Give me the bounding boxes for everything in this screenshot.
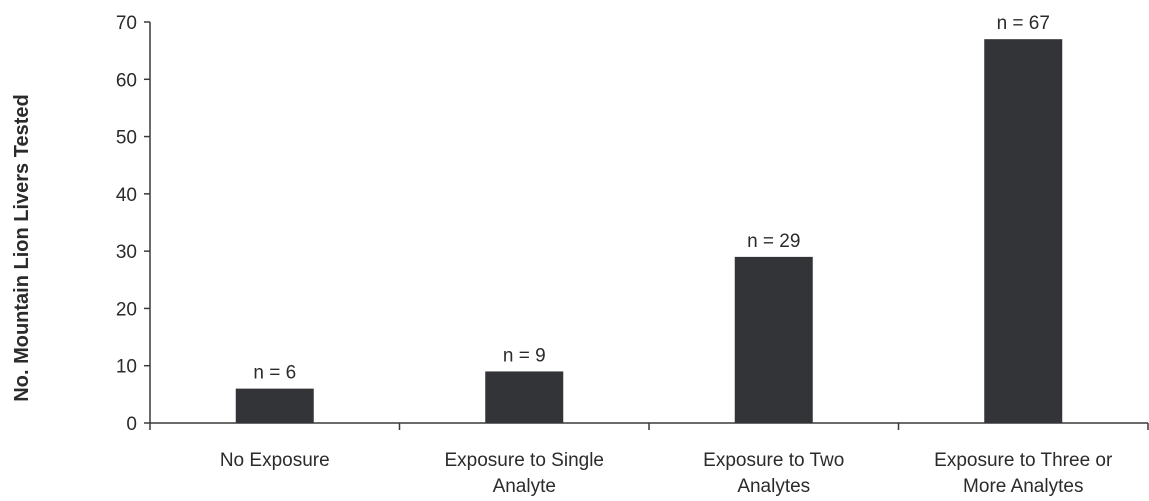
x-category-label: Exposure to Three or More Analytes [934, 450, 1113, 497]
bar-data-label: n = 6 [253, 363, 296, 384]
x-category-label-line: No Exposure [220, 450, 330, 471]
y-axis-title: No. Mountain Lion Livers Tested [11, 94, 33, 401]
x-axis: No Exposure Exposure to Single AnalyteExpo… [149, 422, 1149, 497]
bar [734, 256, 813, 423]
y-tick-label: 30 [116, 242, 137, 263]
x-category-label-line: Analyte [493, 476, 556, 497]
x-category-label: No Exposure [220, 450, 330, 471]
y-tick-label: 40 [116, 185, 137, 206]
y-tick-label: 10 [116, 357, 137, 378]
x-category-label-line: Analytes [737, 476, 810, 497]
x-category-label-line: Exposure to Three or [934, 450, 1113, 471]
y-tick-label: 50 [116, 128, 137, 149]
y-tick-label: 0 [126, 414, 137, 435]
bars-group: n = 6 n = 9 n = 29 n = 67 [235, 13, 1063, 423]
bar-data-label: n = 29 [747, 231, 800, 252]
bar [984, 39, 1063, 423]
bar [235, 388, 314, 423]
x-category-label: Exposure to Two Analytes [703, 450, 844, 497]
x-category-label-line: Exposure to Two [703, 450, 844, 471]
y-axis: 0 10 20 30 40 50 60 70 [116, 13, 151, 435]
y-tick-label: 20 [116, 299, 137, 320]
bar [485, 371, 564, 423]
x-category-label: Exposure to Single Analyte [445, 450, 605, 497]
bar-data-label: n = 9 [503, 345, 546, 366]
y-tick-label: 60 [116, 70, 137, 91]
x-category-label-line: More Analytes [963, 476, 1083, 497]
y-tick-label: 70 [116, 13, 137, 34]
x-category-label-line: Exposure to Single [445, 450, 605, 471]
bar-data-label: n = 67 [997, 13, 1050, 34]
